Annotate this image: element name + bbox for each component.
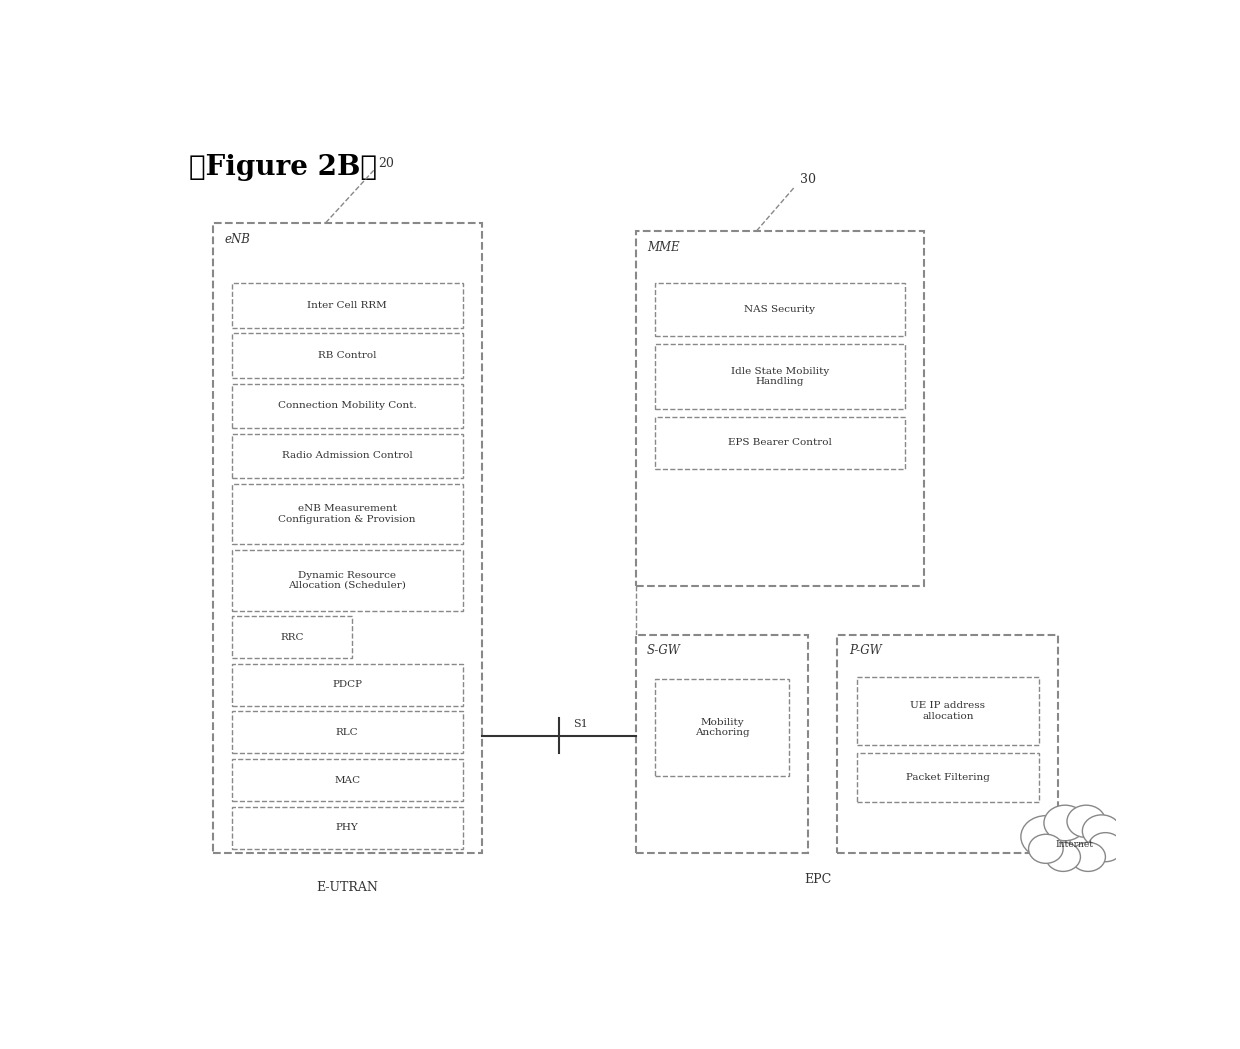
Circle shape [1083, 815, 1121, 848]
Text: Radio Admission Control: Radio Admission Control [281, 451, 413, 461]
Bar [213, 222, 481, 853]
Bar [232, 283, 463, 327]
Bar [232, 807, 463, 849]
Bar [655, 283, 905, 336]
Bar [655, 679, 789, 776]
Bar [857, 753, 1039, 801]
Text: RB Control: RB Control [317, 351, 377, 360]
Text: EPC: EPC [805, 873, 832, 886]
Text: S1: S1 [573, 720, 588, 729]
Text: RRC: RRC [280, 633, 304, 642]
Text: EPS Bearer Control: EPS Bearer Control [728, 438, 832, 448]
Text: Inter Cell RRM: Inter Cell RRM [308, 301, 387, 311]
Bar [232, 664, 463, 706]
Text: PDCP: PDCP [332, 681, 362, 689]
Circle shape [1071, 842, 1105, 872]
Bar [655, 416, 905, 469]
Bar [635, 635, 808, 853]
Bar [232, 616, 352, 658]
Text: PHY: PHY [336, 823, 358, 832]
Text: 【Figure 2B】: 【Figure 2B】 [188, 154, 377, 181]
Bar [655, 344, 905, 409]
Bar [232, 334, 463, 378]
Text: NAS Security: NAS Security [744, 305, 815, 314]
Text: eNB: eNB [224, 233, 250, 245]
Bar [232, 759, 463, 801]
Bar [232, 550, 463, 611]
Circle shape [1066, 806, 1105, 837]
Text: Idle State Mobility
Handling: Idle State Mobility Handling [730, 366, 828, 386]
Bar [232, 384, 463, 428]
Circle shape [1089, 833, 1122, 861]
Text: eNB Measurement
Configuration & Provision: eNB Measurement Configuration & Provisio… [279, 505, 415, 523]
Text: Dynamic Resource
Allocation (Scheduler): Dynamic Resource Allocation (Scheduler) [288, 571, 407, 590]
Circle shape [1021, 816, 1071, 858]
Text: Connection Mobility Cont.: Connection Mobility Cont. [278, 402, 417, 410]
Circle shape [1045, 842, 1080, 872]
Text: P-GW: P-GW [849, 644, 882, 658]
Text: S-GW: S-GW [647, 644, 681, 658]
Circle shape [1028, 834, 1063, 863]
Bar [232, 484, 463, 544]
Text: RLC: RLC [336, 728, 358, 737]
Text: UE IP address
allocation: UE IP address allocation [910, 702, 986, 721]
Text: E-UTRAN: E-UTRAN [316, 881, 378, 894]
Bar [232, 433, 463, 478]
Text: 30: 30 [800, 173, 816, 187]
Text: Internet: Internet [1055, 840, 1094, 850]
Text: 20: 20 [378, 157, 394, 170]
Bar [232, 711, 463, 753]
Text: Packet Filtering: Packet Filtering [906, 773, 990, 783]
Bar [635, 231, 924, 586]
Text: MAC: MAC [334, 775, 361, 785]
Bar [837, 635, 1058, 853]
Circle shape [1044, 806, 1086, 840]
Text: MME: MME [647, 240, 680, 254]
Text: Mobility
Anchoring: Mobility Anchoring [694, 718, 749, 737]
Bar [857, 677, 1039, 746]
